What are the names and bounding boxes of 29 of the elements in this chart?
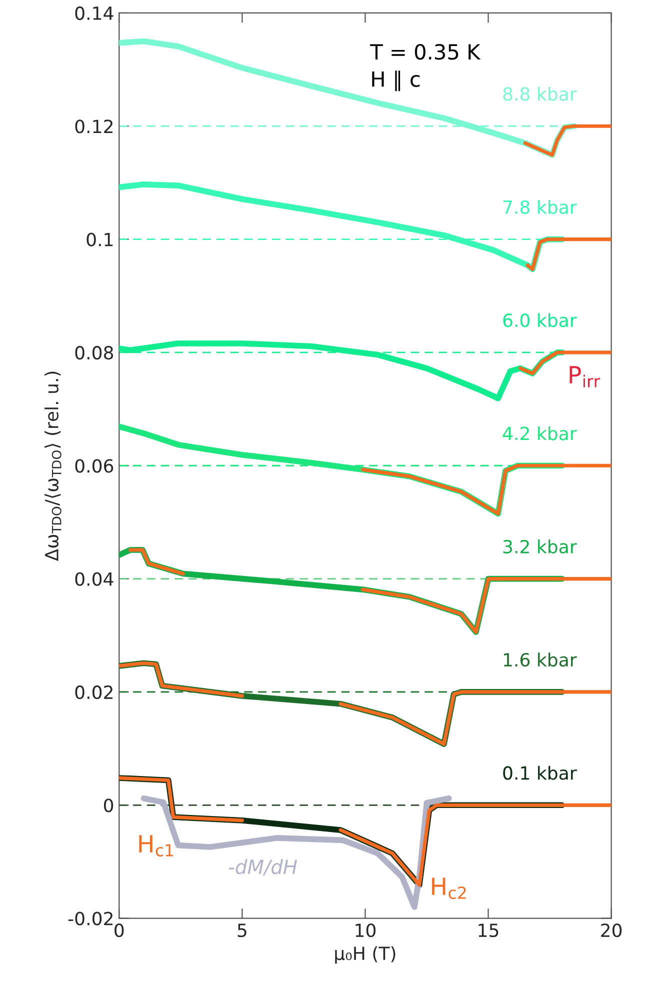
x-tick-label: 0 — [114, 923, 124, 938]
x-axis-title: μ₀H (T) — [335, 946, 396, 964]
x-tick-label: 15 — [478, 924, 498, 938]
annotation: H$_{c2}$ — [432, 878, 466, 900]
series-label: 4.2 kbar — [502, 426, 577, 440]
y-tick-label: 0.08 — [75, 346, 114, 360]
series-label: 6.0 kbar — [503, 313, 577, 328]
y-axis-title: Δω$_{TDO}$/⟨ω$_{TDO}$⟩ (rel. u.) — [44, 372, 62, 562]
annotation: H$_{c1}$ — [139, 835, 173, 856]
y-tick-label: -0.02 — [68, 912, 112, 926]
y-tick-label: 0.12 — [75, 120, 112, 134]
series-label: 3.2 kbar — [503, 540, 577, 554]
x-tick-label: 5 — [238, 924, 246, 938]
x-tick-label: 10 — [356, 923, 376, 938]
y-tick-label: 0.04 — [75, 572, 114, 586]
annotation: H ∥ c — [372, 70, 420, 92]
series-label: 0.1 kbar — [503, 766, 577, 780]
series-label: 8.8 kbar — [503, 86, 577, 101]
y-tick-label: 0.02 — [75, 685, 112, 700]
series-label: 1.6 kbar — [504, 652, 577, 667]
series-label: 7.8 kbar — [503, 200, 577, 214]
series-label: -dM/dH — [228, 859, 298, 876]
x-tick-label: 20 — [601, 923, 622, 938]
y-tick-label: 0.1 — [86, 232, 113, 246]
y-tick-label: 0.14 — [75, 6, 114, 20]
y-tick-label: 0.06 — [75, 459, 114, 473]
annotation: P$_{irr}$ — [570, 366, 600, 388]
annotation: T = 0.35 K — [370, 44, 481, 60]
y-tick-label: 0 — [104, 798, 114, 812]
